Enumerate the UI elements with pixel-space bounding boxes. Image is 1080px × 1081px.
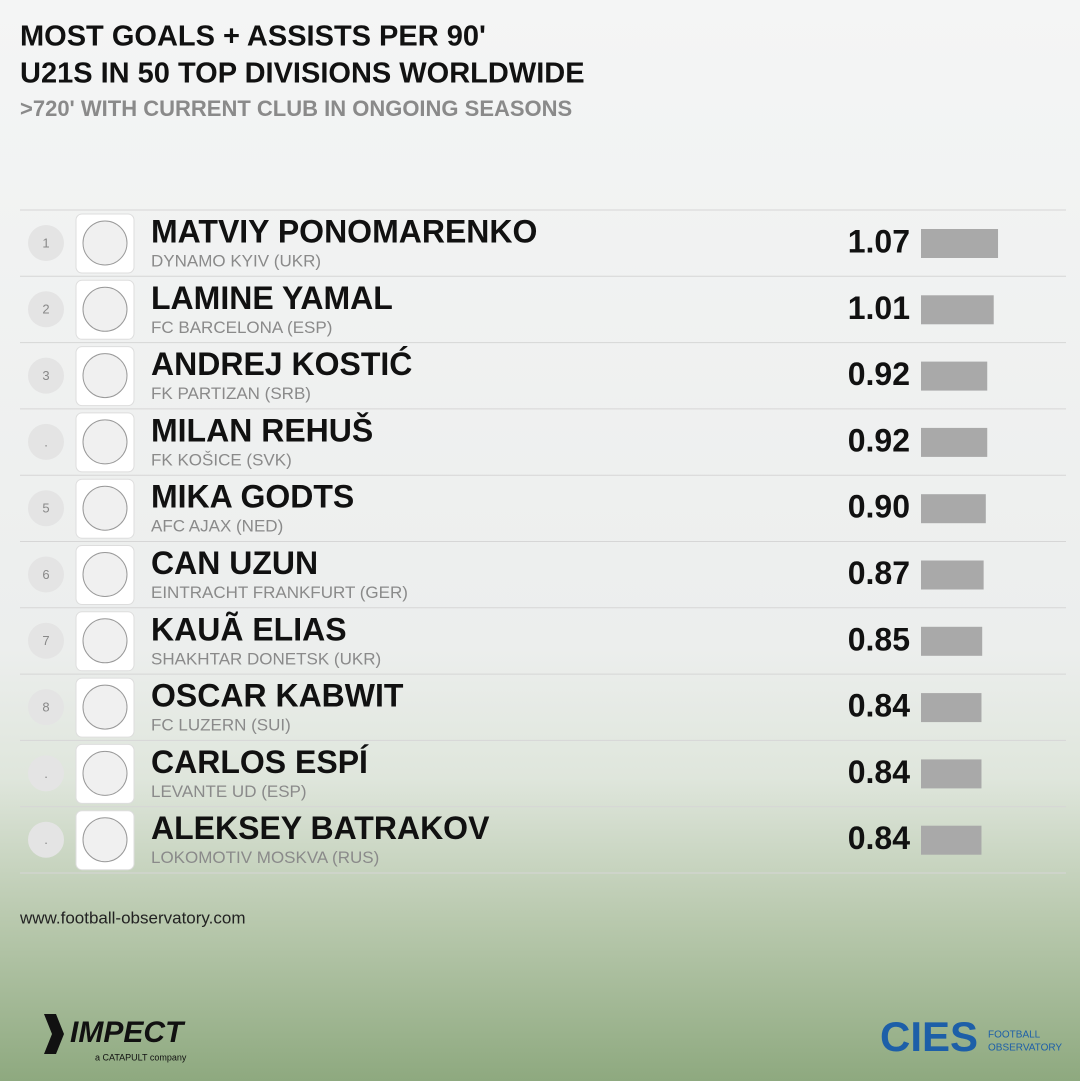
rank: 8	[42, 700, 49, 715]
crest	[82, 220, 128, 266]
bar	[921, 626, 983, 656]
rank: 1	[42, 235, 49, 250]
club-name: FK KOŠICE (SVK)	[151, 450, 292, 469]
player-name: MIKA GODTS	[151, 479, 354, 515]
rank-badge	[28, 622, 64, 659]
value-label: 0.84	[848, 754, 910, 790]
player-name: MATVIY PONOMARENKO	[151, 213, 537, 249]
rank: 2	[42, 302, 49, 317]
bar	[921, 693, 982, 723]
value-label: 0.90	[848, 489, 910, 525]
crest	[82, 353, 128, 399]
bar	[921, 427, 988, 457]
club-name: LEVANTE UD (ESP)	[151, 782, 307, 801]
value-label: 1.07	[848, 223, 910, 259]
club-name: FK PARTIZAN (SRB)	[151, 384, 311, 403]
rank: .	[44, 434, 48, 449]
rank-badge	[28, 821, 64, 858]
player-name: ANDREJ KOSTIĆ	[151, 346, 412, 382]
bar	[921, 494, 986, 524]
brand: IMPECT	[70, 1016, 186, 1049]
bar	[921, 295, 994, 325]
crest	[82, 618, 128, 664]
value-label: 0.84	[848, 820, 910, 856]
bar	[921, 825, 982, 855]
partner-note: OBSERVATORY	[988, 1043, 1062, 1054]
rank: 3	[42, 368, 49, 383]
club-name: EINTRACHT FRANKFURT (GER)	[151, 583, 408, 602]
club-name: SHAKHTAR DONETSK (UKR)	[151, 649, 381, 668]
rank-badge	[28, 755, 64, 792]
brand-icon	[44, 1014, 64, 1054]
rank-badge	[28, 490, 64, 527]
crest	[82, 419, 128, 465]
player-name: ALEKSEY BATRAKOV	[151, 810, 490, 846]
value-label: 0.85	[848, 621, 910, 657]
player-name: MILAN REHUŠ	[151, 412, 373, 448]
bar	[921, 229, 999, 258]
partner: CIES	[880, 1013, 978, 1060]
url: www.football-observatory.com	[19, 908, 246, 927]
bar	[921, 560, 984, 590]
rank-badge	[28, 225, 64, 261]
player-name: KAUÃ ELIAS	[151, 611, 347, 647]
crest	[82, 684, 128, 730]
player-name: CAN UZUN	[151, 545, 318, 581]
club-name: FC BARCELONA (ESP)	[151, 318, 332, 337]
chart-title: MOST GOALS + ASSISTS PER 90'	[20, 21, 486, 53]
crest	[82, 817, 128, 863]
rank: .	[44, 766, 48, 781]
club-name: FC LUZERN (SUI)	[151, 716, 291, 735]
crest	[82, 485, 128, 531]
rank-badge	[28, 556, 64, 593]
crest	[82, 750, 128, 796]
partner-note: FOOTBALL	[988, 1030, 1041, 1041]
rank: .	[44, 832, 48, 847]
rank-badge	[28, 357, 64, 394]
club-name: LOKOMOTIV MOSKVA (RUS)	[151, 848, 379, 867]
crest	[82, 286, 128, 332]
value-label: 0.84	[848, 688, 910, 724]
crest	[82, 552, 128, 597]
value-label: 0.87	[848, 555, 910, 591]
club-name: DYNAMO KYIV (UKR)	[151, 251, 321, 270]
value-label: 1.01	[848, 290, 910, 326]
bar	[921, 759, 982, 789]
player-name: LAMINE YAMAL	[151, 280, 393, 316]
rank-badge	[28, 689, 64, 726]
club-name: AFC AJAX (NED)	[151, 517, 283, 536]
player-name: CARLOS ESPÍ	[151, 744, 369, 780]
rank-badge	[28, 423, 64, 460]
rank: 6	[42, 567, 49, 582]
chart-subtitle: U21S IN 50 TOP DIVISIONS WORLDWIDE	[20, 58, 585, 90]
rank-badge	[28, 291, 64, 328]
brand-note: a CATAPULT company	[95, 1052, 187, 1062]
value-label: 0.92	[848, 356, 910, 392]
rank: 7	[42, 633, 49, 648]
rank: 5	[42, 501, 49, 516]
player-name: OSCAR KABWIT	[151, 678, 404, 714]
bar	[921, 361, 988, 391]
chart-note: >720' WITH CURRENT CLUB IN ONGOING SEASO…	[20, 96, 572, 121]
value-label: 0.92	[848, 422, 910, 458]
